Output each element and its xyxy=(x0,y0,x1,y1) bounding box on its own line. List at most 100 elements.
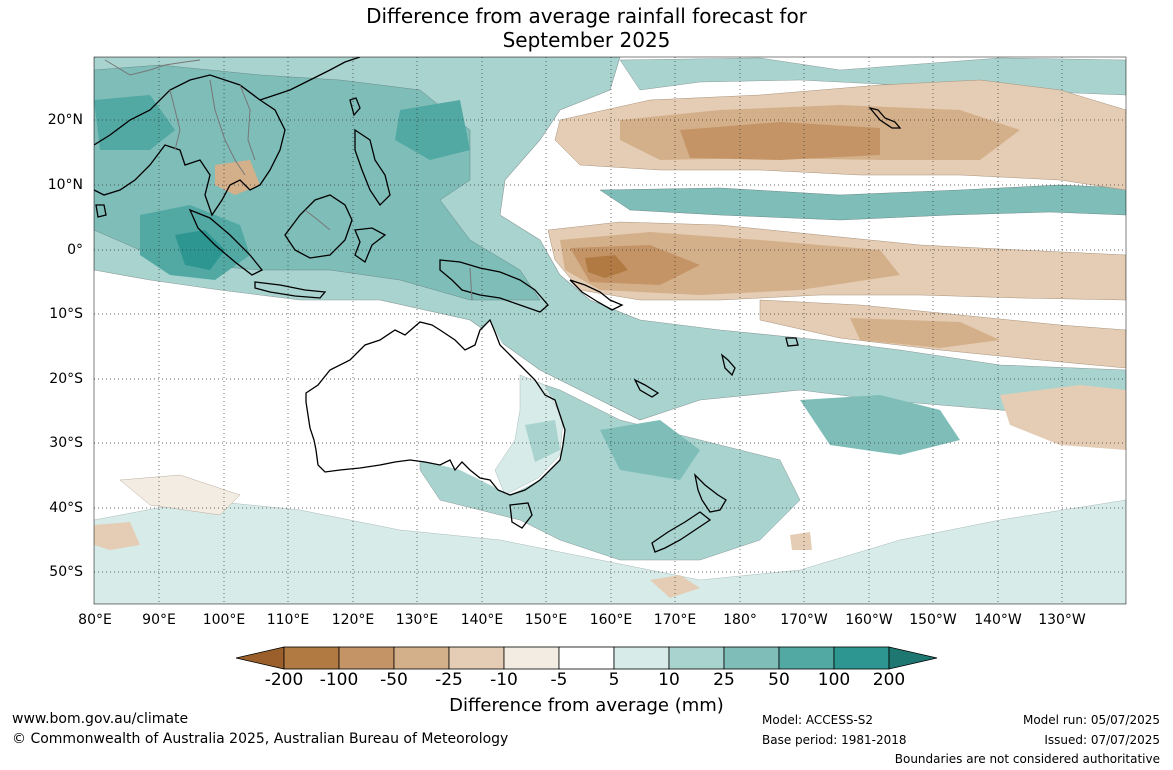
colorbar-tick-label: -10 xyxy=(490,670,518,690)
lon-label-130w: 130°W xyxy=(1038,612,1086,628)
map-title-line1: Difference from average rainfall forecas… xyxy=(366,4,807,28)
coastline-solomon-islands xyxy=(569,279,624,311)
colorbar-bin xyxy=(833,646,890,670)
coastlines xyxy=(94,57,902,553)
wet-region-strong-3 xyxy=(395,100,470,160)
colorbar-title: Difference from average (mm) xyxy=(449,695,724,716)
colorbar-bin xyxy=(778,646,835,670)
lon-label-100e: 100°E xyxy=(202,612,246,628)
colorbar-bin xyxy=(668,646,725,670)
map-title-line2: September 2025 xyxy=(502,28,671,52)
lon-label-180: 180° xyxy=(723,612,757,628)
colorbar-bin xyxy=(503,646,560,670)
graticule xyxy=(94,57,1126,604)
footer-copyright: © Commonwealth of Australia 2025, Austra… xyxy=(12,731,509,747)
lon-label-130e: 130°E xyxy=(395,612,439,628)
lat-label-20s: 20°S xyxy=(49,371,83,387)
lon-label-160w: 160°W xyxy=(845,612,893,628)
dry-spot-indochina xyxy=(215,160,260,195)
coastline-asia-mainland xyxy=(94,74,286,217)
coastline-new-zealand-north xyxy=(693,473,727,513)
colorbar-bin xyxy=(338,646,395,670)
anomaly-field xyxy=(94,57,1126,604)
lat-label-10s: 10°S xyxy=(49,306,83,322)
lat-label-40s: 40°S xyxy=(49,500,83,516)
colorbar xyxy=(235,646,938,670)
colorbar-bin xyxy=(723,646,780,670)
footer-url[interactable]: www.bom.gov.au/climate xyxy=(12,711,189,727)
lon-label-170e: 170°E xyxy=(653,612,697,628)
coastline-tasmania xyxy=(509,502,533,529)
dry-spot-east-nz xyxy=(790,532,812,550)
coastline-borneo xyxy=(284,194,353,259)
footer-boundaries-note: Boundaries are not considered authoritat… xyxy=(894,752,1160,766)
lon-label-150e: 150°E xyxy=(524,612,568,628)
wet-region-sw-pacific xyxy=(800,395,960,455)
coastline-sulawesi xyxy=(354,227,387,263)
colorbar-tick-label: -200 xyxy=(264,670,304,690)
colorbar-tick-label: 200 xyxy=(872,670,906,690)
lat-label-50s: 50°S xyxy=(49,564,83,580)
coastline-fiji xyxy=(785,337,799,347)
colorbar-tick-label: 25 xyxy=(713,670,735,690)
coastline-australia xyxy=(305,318,566,496)
coastline-new-guinea xyxy=(439,259,549,313)
lat-label-20n: 20°N xyxy=(47,112,83,128)
dry-band-south-mid xyxy=(850,318,1000,348)
lon-label-160e: 160°E xyxy=(589,612,633,628)
lon-label-80e: 80°E xyxy=(78,612,112,628)
coastline-java xyxy=(254,281,327,299)
lon-label-120e: 120°E xyxy=(331,612,375,628)
dry-spot-south-tasman xyxy=(650,575,700,598)
lat-label-0: 0° xyxy=(67,242,83,258)
wet-region-strong-2 xyxy=(175,230,225,270)
coastline-sumatra xyxy=(188,208,264,276)
colorbar-bin xyxy=(393,646,450,670)
lat-label-30s: 30°S xyxy=(49,435,83,451)
wet-region-strong-4 xyxy=(94,95,175,150)
coastline-hawaii xyxy=(868,106,902,129)
coastline-taiwan xyxy=(349,97,361,117)
colorbar-tick-label: -100 xyxy=(319,670,359,690)
footer-model-run: Model run: 05/07/2025 xyxy=(1022,713,1160,727)
coastline-china-east xyxy=(259,57,361,101)
colorbar-tick-label: 50 xyxy=(768,670,790,690)
australia-se-wet xyxy=(525,420,560,462)
lon-label-110e: 110°E xyxy=(266,612,310,628)
lon-label-90e: 90°E xyxy=(142,612,176,628)
map-frame xyxy=(93,56,1127,605)
colorbar-bin xyxy=(613,646,670,670)
dry-region-south-indian xyxy=(119,474,241,516)
footer-issued: Issued: 07/07/2025 xyxy=(1044,733,1160,747)
lon-label-140w: 140°W xyxy=(974,612,1022,628)
colorbar-extend-low xyxy=(235,646,285,670)
dry-band-north-core xyxy=(680,122,880,160)
colorbar-bin xyxy=(283,646,340,670)
lon-label-170w: 170°W xyxy=(780,612,828,628)
coastline-philippines xyxy=(354,128,391,207)
country-boundaries xyxy=(104,59,473,301)
australia-land-neutral xyxy=(306,320,565,495)
colorbar-tick-label: 5 xyxy=(608,670,620,690)
coastline-new-zealand-south xyxy=(651,511,712,553)
dry-band-equatorial-strong xyxy=(585,255,628,278)
wet-band-equatorial xyxy=(599,184,1126,221)
footer-model: Model: ACCESS-S2 xyxy=(762,713,874,727)
coastline-vanuatu xyxy=(720,353,736,377)
coastline-new-caledonia xyxy=(633,378,660,398)
colorbar-tick-label: -50 xyxy=(380,670,408,690)
colorbar-tick-label: -25 xyxy=(435,670,463,690)
colorbar-bin xyxy=(448,646,505,670)
colorbar-extend-high xyxy=(888,646,938,670)
lat-label-10n: 10°N xyxy=(47,177,83,193)
wet-region-south xyxy=(94,499,1126,604)
dry-region-se-pacific xyxy=(1000,385,1126,450)
lon-label-140e: 140°E xyxy=(460,612,504,628)
colorbar-tick-label: 100 xyxy=(817,670,851,690)
colorbar-tick-label: -5 xyxy=(550,670,568,690)
coastline-sri-lanka xyxy=(95,204,107,218)
footer-base-period: Base period: 1981-2018 xyxy=(762,733,907,747)
colorbar-tick-label: 10 xyxy=(658,670,680,690)
dry-region-sw-indian xyxy=(94,522,140,550)
